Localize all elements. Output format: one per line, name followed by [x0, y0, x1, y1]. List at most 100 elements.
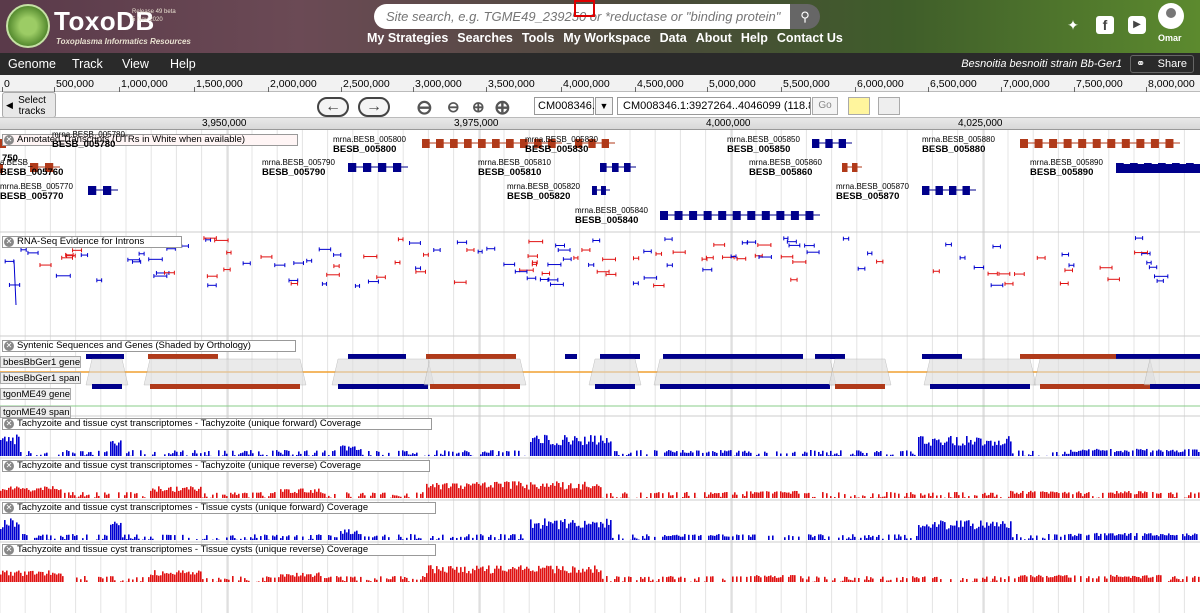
transcript-label[interactable]: mrna.BESB_005830 — [525, 135, 598, 144]
show-tracks-icon[interactable] — [878, 97, 900, 115]
track-label-coverage-cyst-reverse[interactable]: ✕ Tachyzoite and tissue cyst transcriptom… — [2, 544, 436, 556]
gene-name-label[interactable]: BESB_005760 — [0, 167, 64, 178]
gene-name-label[interactable]: 750 — [2, 153, 18, 164]
coverage-bar — [464, 450, 466, 456]
coverage-bar — [806, 493, 808, 498]
refseq-select[interactable]: CM008346.1 — [534, 97, 601, 115]
chevron-down-icon[interactable]: ▼ — [595, 97, 613, 115]
close-icon[interactable]: ✕ — [4, 237, 14, 247]
gene-name-label[interactable]: BESB_005880 — [922, 144, 986, 155]
menu-view[interactable]: View — [122, 57, 149, 71]
track-label-syntenic[interactable]: ✕ Syntenic Sequences and Genes (Shaded by… — [2, 340, 296, 352]
nav-searches[interactable]: Searches — [457, 31, 513, 45]
user-avatar-icon[interactable] — [1158, 3, 1184, 29]
gene-name-label[interactable]: BESB_005840 — [575, 215, 639, 226]
gene-name-label[interactable]: BESB_005860 — [749, 167, 813, 178]
share-button[interactable]: ⚭ Share — [1130, 55, 1194, 73]
transcript-label[interactable]: mrna.BESB_005800 — [333, 135, 406, 144]
transcript-label[interactable]: mrna.BESB_005890 — [1030, 158, 1103, 167]
close-icon[interactable]: ✕ — [4, 135, 14, 145]
search-button[interactable]: ⚲ — [790, 4, 820, 29]
coverage-bar — [722, 534, 724, 540]
transcript-label[interactable]: mrna.BESB_005870 — [836, 182, 909, 191]
zoom-out-large-button[interactable]: ⊖ — [416, 95, 433, 120]
nav-my-workspace[interactable]: My Workspace — [563, 31, 651, 45]
coverage-bar — [978, 437, 980, 456]
gene-name-label[interactable]: BESB_005790 — [262, 167, 326, 178]
menu-track[interactable]: Track — [72, 57, 103, 71]
transcript-label[interactable]: mrna.BESB_005770 — [0, 182, 73, 191]
nav-data[interactable]: Data — [659, 31, 687, 45]
nav-tools[interactable]: Tools — [521, 31, 555, 45]
track-area[interactable]: ✕ Annotated Transcripts (UTRs in White wh… — [0, 130, 1200, 613]
coverage-bar — [810, 450, 812, 456]
gene-name-label[interactable]: BESB_005770 — [0, 191, 64, 202]
transcript-label[interactable]: mrna.BESB_005780 — [52, 130, 125, 139]
gene-name-label[interactable]: BESB_005870 — [836, 191, 900, 202]
pan-right-button[interactable]: → — [358, 97, 390, 117]
coverage-bar — [442, 534, 444, 540]
transcript-label[interactable]: mrna.BESB_005880 — [922, 135, 995, 144]
gene-name-label[interactable]: BESB_005800 — [333, 144, 397, 155]
username[interactable]: Omar — [1158, 33, 1182, 43]
transcript-label[interactable]: mrna.BESB_005820 — [507, 182, 580, 191]
select-tracks-button[interactable]: ◀ Select tracks — [2, 92, 56, 118]
close-icon[interactable]: ✕ — [4, 503, 14, 513]
facebook-icon[interactable]: f — [1096, 16, 1114, 34]
nav-help[interactable]: Help — [740, 31, 768, 45]
track-label-coverage-cyst-forward[interactable]: ✕ Tachyzoite and tissue cyst transcriptom… — [2, 502, 436, 514]
coverage-bar — [788, 492, 790, 498]
close-icon[interactable]: ✕ — [4, 419, 14, 429]
zoom-in-button[interactable]: ⊕ — [472, 98, 485, 116]
youtube-icon[interactable]: ▶ — [1128, 16, 1146, 34]
coverage-bar — [282, 574, 284, 582]
coverage-bar — [178, 570, 180, 582]
track-label-rnaseq[interactable]: ✕ RNA-Seq Evidence for Introns — [2, 236, 182, 248]
close-icon[interactable]: ✕ — [4, 341, 14, 351]
twitter-icon[interactable]: ✦ — [1067, 17, 1079, 33]
menu-help[interactable]: Help — [170, 57, 196, 71]
gene-name-label[interactable]: BESB_005890 — [1030, 167, 1094, 178]
location-input[interactable]: CM008346.1:3927264..4046099 (118.84 Kb) — [617, 97, 811, 115]
gene-name-label[interactable]: BESB_005810 — [478, 167, 542, 178]
gene-name-label[interactable]: BESB_005830 — [525, 144, 589, 155]
coverage-bar — [486, 569, 488, 582]
coverage-bar — [312, 538, 314, 540]
coverage-bar — [738, 450, 740, 456]
coverage-bar — [884, 496, 886, 498]
coverage-bar — [4, 436, 6, 456]
highlight-icon[interactable] — [848, 97, 870, 115]
close-icon[interactable]: ✕ — [4, 545, 14, 555]
transcript-label[interactable]: a.BESB_ — [0, 158, 33, 167]
close-icon[interactable]: ✕ — [4, 461, 14, 471]
transcript-label[interactable]: mrna.BESB_005840 — [575, 206, 648, 215]
coverage-bar — [930, 445, 932, 456]
gene-name-label[interactable]: BESB_005850 — [727, 144, 791, 155]
track-label-coverage-tachy-forward[interactable]: ✕ Tachyzoite and tissue cyst transcriptom… — [2, 418, 432, 430]
coverage-bar — [72, 492, 74, 498]
transcript-label[interactable]: mrna.BESB_005790 — [262, 158, 335, 167]
menu-genome[interactable]: Genome — [8, 57, 56, 71]
site-name[interactable]: ToxoDB — [54, 6, 155, 36]
detail-ruler[interactable]: 3,950,000 3,975,000 4,000,000 4,025,000 — [0, 117, 1200, 130]
toxodb-logo-icon[interactable] — [6, 4, 50, 48]
coverage-bar — [918, 578, 920, 582]
nav-my-strategies[interactable]: My Strategies — [367, 31, 449, 45]
coverage-bar — [128, 534, 130, 540]
zoom-out-button[interactable]: ⊖ — [447, 98, 460, 116]
track-label-transcripts[interactable]: ✕ Annotated Transcripts (UTRs in White wh… — [2, 134, 298, 146]
go-button[interactable]: Go — [812, 97, 838, 115]
overview-ruler[interactable]: 0 500,000 1,000,000 1,500,000 2,000,000 2,500… — [0, 75, 1200, 92]
pan-left-button[interactable]: ← — [317, 97, 349, 117]
gene-name-label[interactable]: BESB_005820 — [507, 191, 571, 202]
overview-location-box[interactable] — [574, 0, 595, 17]
zoom-out-icon: ⊖ — [416, 97, 433, 119]
nav-about[interactable]: About — [695, 31, 732, 45]
transcript-label[interactable]: mrna.BESB_005860 — [749, 158, 822, 167]
nav-contact-us[interactable]: Contact Us — [776, 31, 843, 45]
gene-name-label[interactable]: BESB_005780 — [52, 139, 116, 150]
transcript-label[interactable]: mrna.BESB_005810 — [478, 158, 551, 167]
track-label-coverage-tachy-reverse[interactable]: ✕ Tachyzoite and tissue cyst transcriptom… — [2, 460, 430, 472]
zoom-in-large-button[interactable]: ⊕ — [494, 95, 511, 120]
transcript-label[interactable]: mrna.BESB_005850 — [727, 135, 800, 144]
